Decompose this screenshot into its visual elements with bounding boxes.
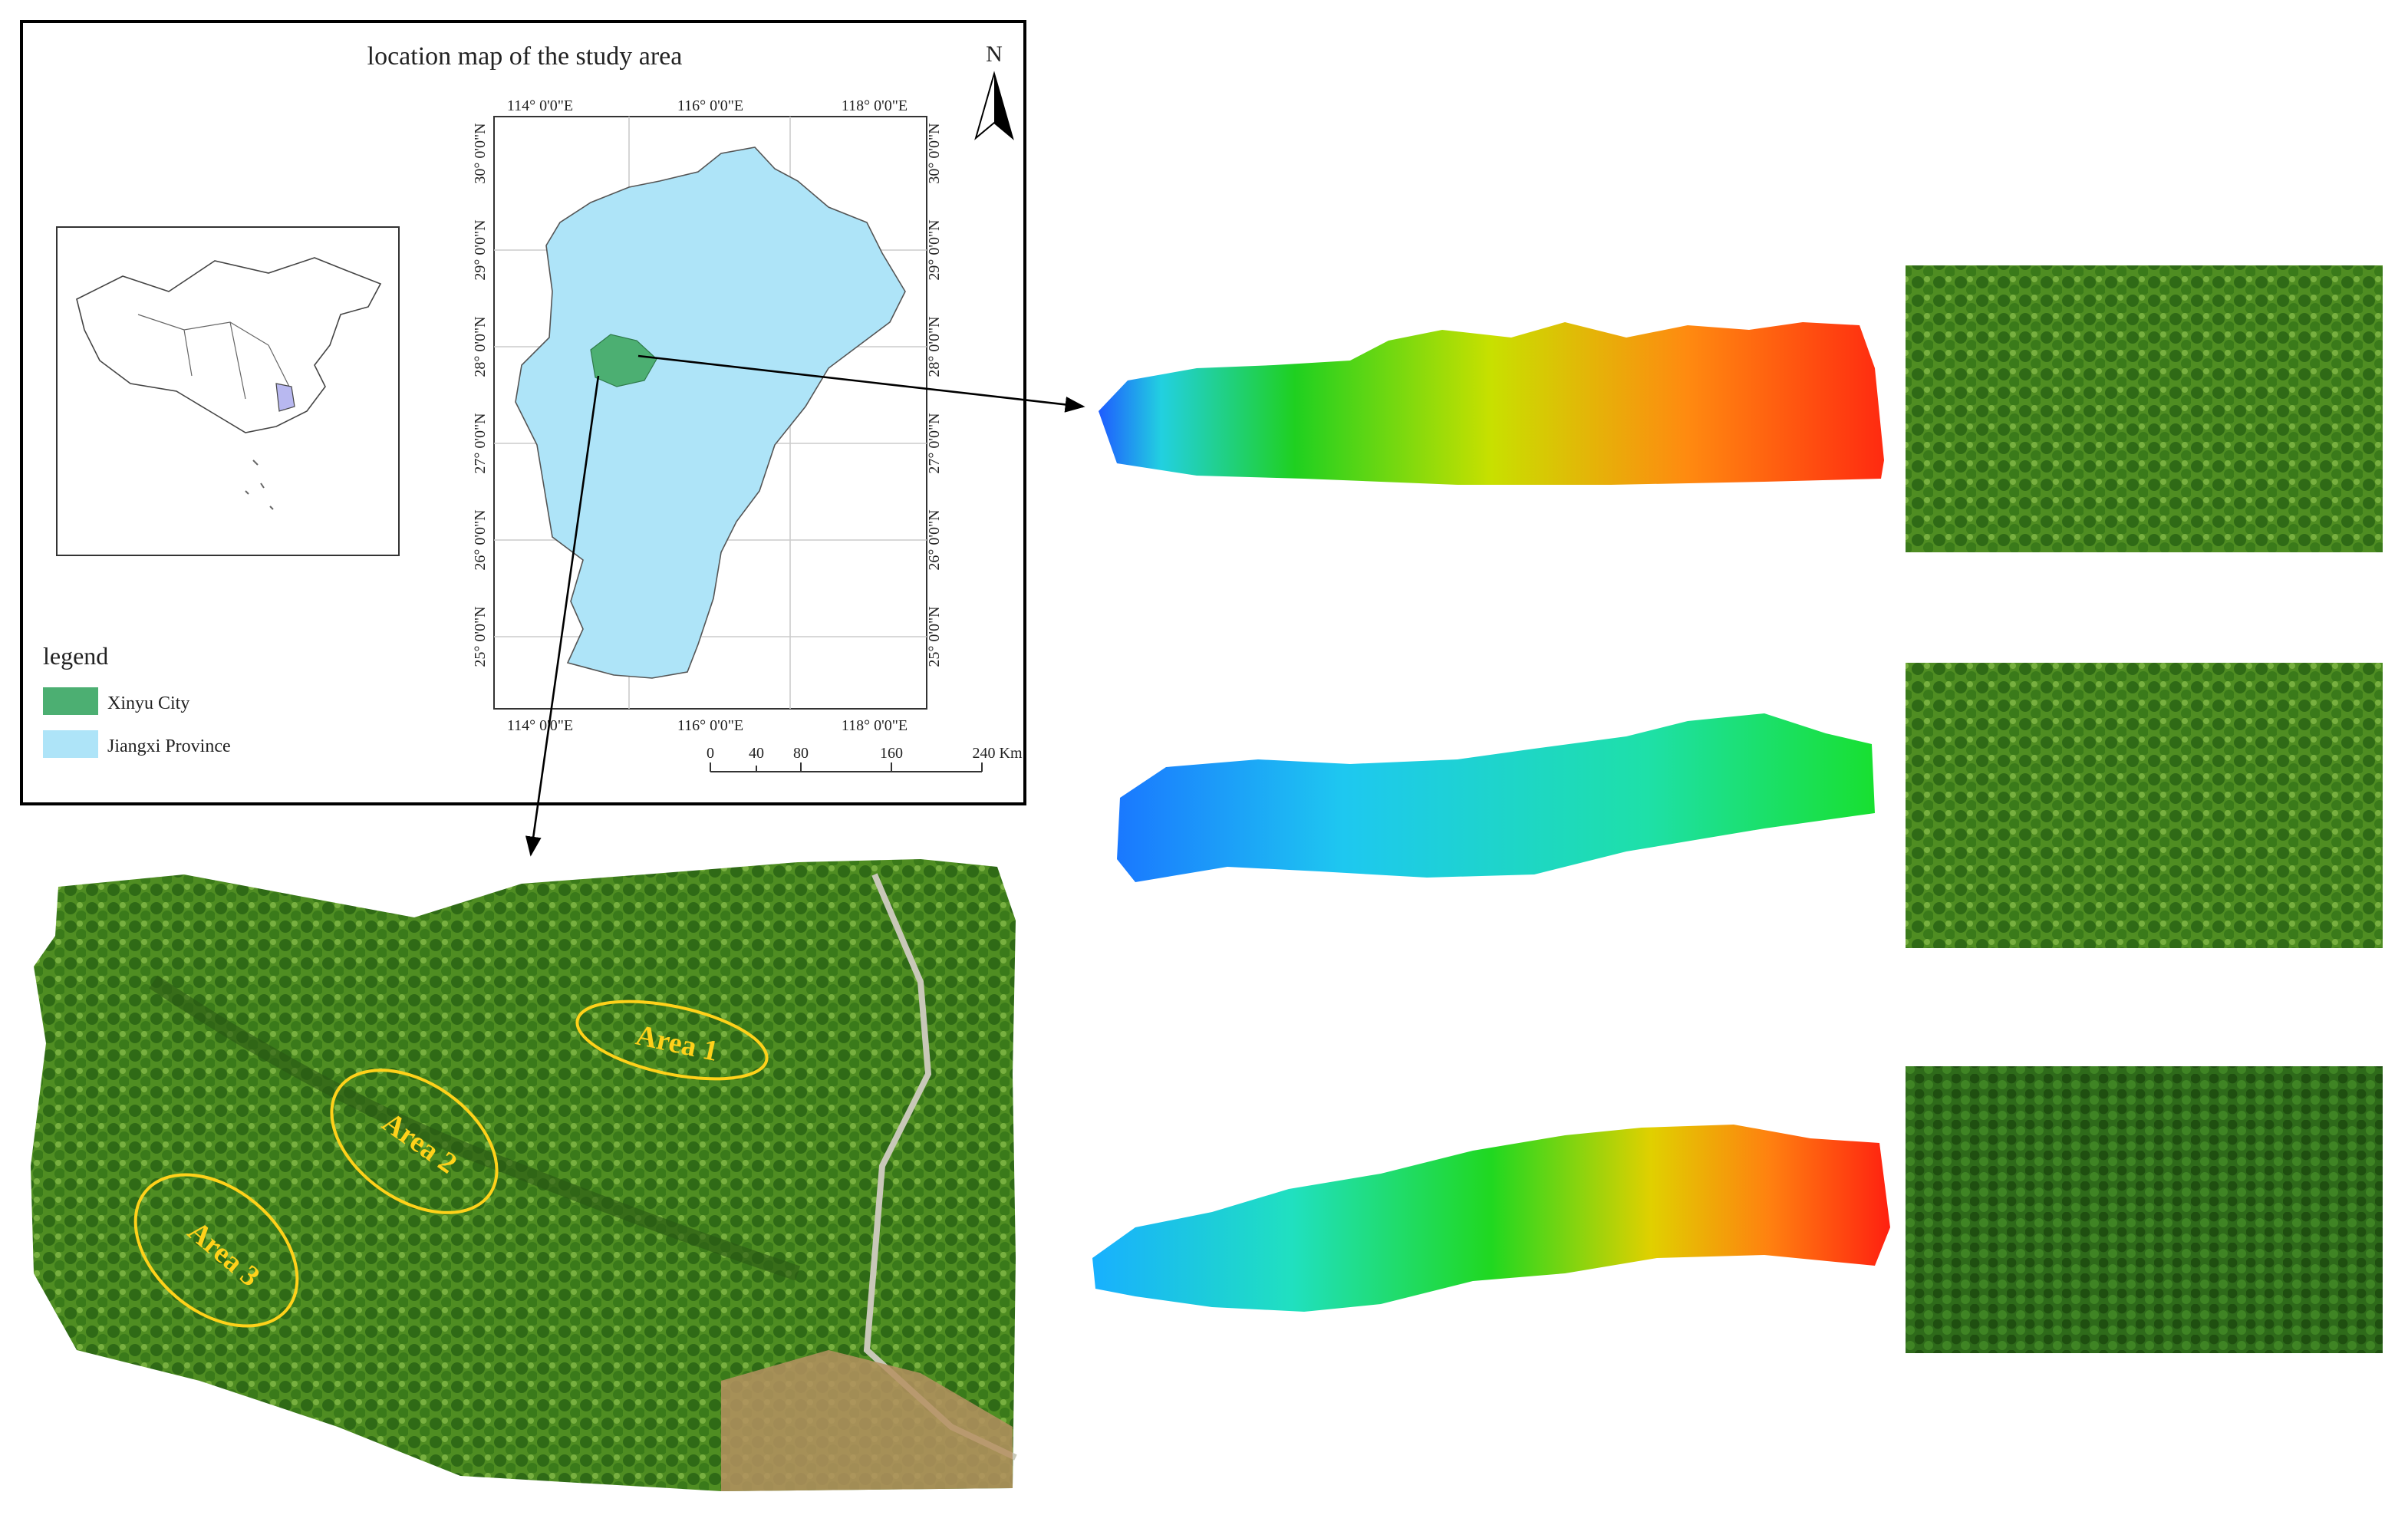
scale-label: 160 (880, 745, 903, 762)
legend-label: Xinyu City (107, 693, 189, 713)
lon-label: 114° 0'0"E (507, 97, 573, 114)
lon-label: 114° 0'0"E (507, 717, 573, 734)
legend-swatch (43, 687, 98, 715)
lon-label: 116° 0'0"E (677, 717, 743, 734)
area-ellipse (133, 1173, 299, 1328)
lat-label: 29° 0'0"N (472, 219, 489, 280)
north-label: N (986, 41, 1003, 67)
lat-label: 27° 0'0"N (472, 413, 489, 473)
area-ellipse (330, 1069, 499, 1214)
lat-labels: 30° 0'0"N 30° 0'0"N 29° 0'0"N 29° 0'0"N 28° … (472, 123, 943, 667)
photo-area-1 (1906, 265, 2383, 552)
lat-label: 30° 0'0"N (472, 123, 489, 183)
area-ellipse (575, 1000, 769, 1081)
lon-labels-top: 114° 0'0"E 114° 0'0"E 116° 0'0"E 116° 0'0"E… (507, 97, 908, 734)
china-outline (76, 257, 382, 433)
scale-labels: 0 40 80 160 240 Km (707, 745, 1023, 762)
arrow (637, 354, 1085, 413)
scale-label: 80 (793, 745, 809, 762)
lat-label: 28° 0'0"N (472, 316, 489, 377)
province-lines (137, 314, 292, 400)
islands (245, 459, 274, 510)
point-cloud-area-2 (1117, 713, 1875, 882)
scale-label: 240 Km (973, 745, 1023, 762)
point-cloud-area-1 (1099, 322, 1884, 485)
photo-area-3 (1906, 1066, 2383, 1353)
legend-swatch (43, 730, 98, 758)
fields (721, 1350, 1013, 1491)
north-arrow-half (994, 74, 1013, 138)
lat-label: 25° 0'0"N (472, 606, 489, 667)
scale-label: 0 (707, 745, 714, 762)
point-cloud-area-3 (1092, 1125, 1890, 1312)
photo-area-2 (1906, 663, 2383, 948)
lon-label: 116° 0'0"E (677, 97, 743, 114)
legend-title: legend (43, 642, 108, 670)
map-title: location map of the study area (367, 42, 683, 71)
lat-label: 29° 0'0"N (926, 219, 943, 280)
lon-label: 118° 0'0"E (842, 97, 908, 114)
lat-label: 27° 0'0"N (926, 413, 943, 473)
scale-bar (710, 762, 983, 772)
jiangxi-province (515, 147, 906, 679)
lat-label: 30° 0'0"N (926, 123, 943, 183)
scale-label: 40 (749, 745, 764, 762)
lat-label: 28° 0'0"N (926, 316, 943, 377)
lat-label: 26° 0'0"N (926, 509, 943, 570)
arrow (525, 375, 600, 857)
lat-label: 25° 0'0"N (926, 606, 943, 667)
jiangxi-inset (275, 383, 295, 412)
lon-label: 118° 0'0"E (842, 717, 908, 734)
legend-label: Jiangxi Province (107, 736, 231, 756)
lat-label: 26° 0'0"N (472, 509, 489, 570)
ridge (149, 975, 801, 1281)
